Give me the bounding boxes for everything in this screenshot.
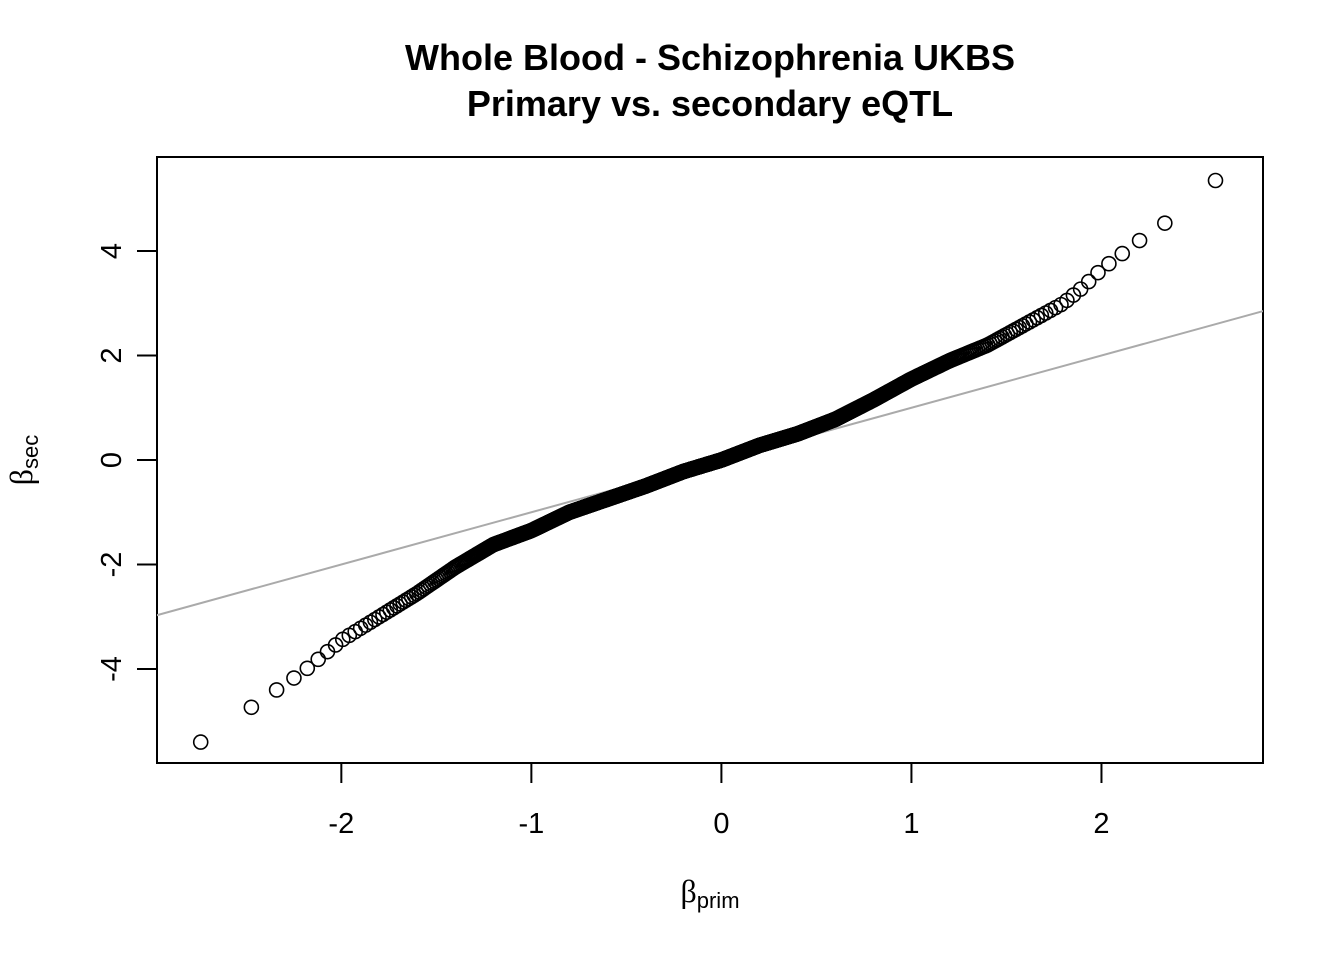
data-point	[286, 670, 302, 686]
data-point	[1080, 273, 1097, 290]
data-point	[192, 734, 209, 750]
data-point	[1021, 314, 1038, 330]
data-point	[371, 609, 387, 625]
data-point	[1131, 232, 1148, 249]
y-tick-label: -4	[96, 656, 128, 682]
data-point	[310, 651, 327, 668]
data-point	[1090, 264, 1106, 281]
y-tick-label: 2	[96, 347, 128, 363]
x-tick-label: 1	[903, 808, 919, 840]
y-tick-label: -2	[96, 552, 128, 578]
chart-title: Whole Blood - Schizophrenia UKBS	[405, 37, 1015, 78]
x-tick-label: -1	[518, 808, 544, 840]
data-point	[367, 611, 383, 628]
y-axis-label: βsec	[3, 435, 43, 486]
x-axis: -2 -1 0 1 2	[328, 763, 1110, 840]
data-point	[362, 614, 379, 631]
reference-line	[157, 310, 1263, 617]
data-point	[299, 660, 316, 677]
y-axis: -4 -2 0 2 4	[96, 243, 157, 682]
data-point	[1157, 215, 1173, 231]
y-tick-label: 0	[96, 452, 128, 468]
data-point	[1207, 172, 1224, 189]
data-points	[192, 172, 1224, 750]
x-tick-label: 2	[1093, 808, 1109, 840]
x-tick-label: -2	[328, 808, 354, 840]
chart-subtitle: Primary vs. secondary eQTL	[467, 83, 953, 124]
x-tick-label: 0	[713, 808, 729, 840]
data-point	[1101, 255, 1117, 272]
y-tick-label: 4	[96, 243, 128, 259]
data-point	[243, 699, 260, 716]
data-point	[268, 682, 285, 698]
x-axis-label: βprim	[680, 873, 739, 913]
data-point	[1114, 245, 1131, 262]
